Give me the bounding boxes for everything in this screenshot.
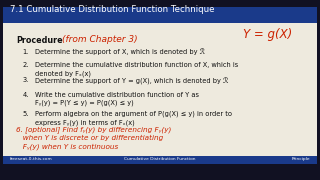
Text: 3.: 3. bbox=[22, 77, 29, 83]
Text: 6. [optional] Find fᵧ(y) by differencing Fᵧ(y)
   when Y is discrete or by diffe: 6. [optional] Find fᵧ(y) by differencing… bbox=[16, 126, 172, 150]
Text: Cumulative Distribution Function: Cumulative Distribution Function bbox=[124, 157, 196, 161]
FancyBboxPatch shape bbox=[3, 7, 317, 164]
Text: Determine the cumulative distribution function of X, which is
denoted by Fₓ(x): Determine the cumulative distribution fu… bbox=[35, 62, 238, 77]
FancyBboxPatch shape bbox=[3, 7, 317, 22]
Text: Procedure: Procedure bbox=[16, 36, 63, 45]
Text: (from Chapter 3): (from Chapter 3) bbox=[62, 35, 138, 44]
Text: Y = g(X): Y = g(X) bbox=[243, 28, 292, 41]
Text: 5.: 5. bbox=[22, 111, 29, 117]
Text: 2.: 2. bbox=[22, 62, 29, 68]
Text: Determine the support of Y = g(X), which is denoted by ℛ: Determine the support of Y = g(X), which… bbox=[35, 77, 228, 85]
Text: freeseat-0-this.com: freeseat-0-this.com bbox=[10, 157, 52, 161]
Text: Principle: Principle bbox=[292, 157, 310, 161]
Text: Write the cumulative distribution function of Y as
Fᵧ(y) = P(Y ≤ y) = P(g(X) ≤ y: Write the cumulative distribution functi… bbox=[35, 92, 199, 106]
FancyBboxPatch shape bbox=[3, 156, 317, 164]
Text: 1.: 1. bbox=[22, 49, 29, 55]
Text: 7.1 Cumulative Distribution Function Technique: 7.1 Cumulative Distribution Function Tec… bbox=[10, 5, 214, 14]
Text: 4.: 4. bbox=[22, 92, 29, 98]
Text: Perform algebra on the argument of P(g(X) ≤ y) in order to
express Fᵧ(y) in term: Perform algebra on the argument of P(g(X… bbox=[35, 111, 232, 126]
Text: Determine the support of X, which is denoted by ℛ: Determine the support of X, which is den… bbox=[35, 49, 205, 55]
